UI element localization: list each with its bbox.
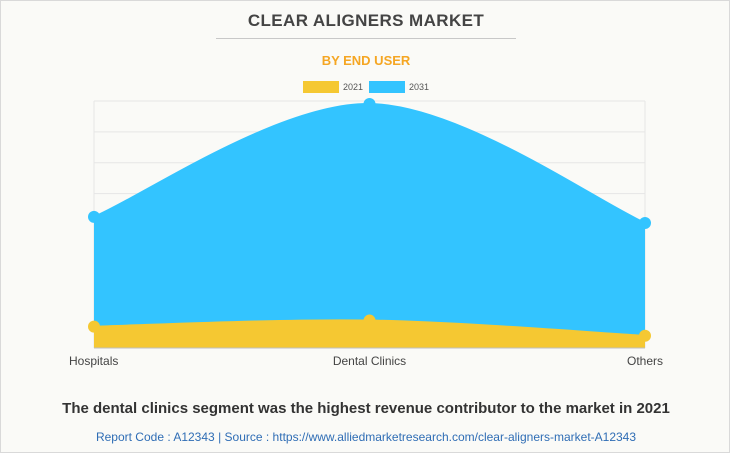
source-separator: | <box>218 430 222 444</box>
legend-swatch-2021 <box>302 81 339 93</box>
legend-label-2021: 2021 <box>342 82 363 92</box>
point-2021-hospitals <box>88 320 100 333</box>
x-tick-label: Others <box>627 354 663 368</box>
chart-subtitle: BY END USER <box>321 53 411 68</box>
title-divider <box>216 38 516 39</box>
point-2021-dental-clinics <box>363 314 376 327</box>
legend-item-2031[interactable]: 2031 <box>369 81 429 93</box>
legend-item-2021[interactable]: 2021 <box>302 81 363 93</box>
point-2031-others <box>639 216 651 229</box>
report-code: Report Code : A12343 <box>95 430 215 444</box>
x-tick-label: Hospitals <box>69 354 118 368</box>
source-line: Report Code : A12343 | Source : https://… <box>1 430 730 444</box>
chart-title: CLEAR ALIGNERS MARKET <box>247 11 485 30</box>
x-tick-label: Dental Clinics <box>333 354 406 368</box>
source-link[interactable]: Source : https://www.alliedmarketresearc… <box>224 430 637 444</box>
chart-legend: 2021 2031 <box>1 81 730 93</box>
point-2031-dental-clinics <box>363 98 376 111</box>
legend-label-2031: 2031 <box>409 82 430 92</box>
chart-caption: The dental clinics segment was the highe… <box>62 400 670 417</box>
legend-swatch-2031 <box>369 81 405 93</box>
point-2021-others <box>639 329 651 342</box>
area-series-2031 <box>94 104 645 348</box>
point-2031-hospitals <box>88 210 100 223</box>
